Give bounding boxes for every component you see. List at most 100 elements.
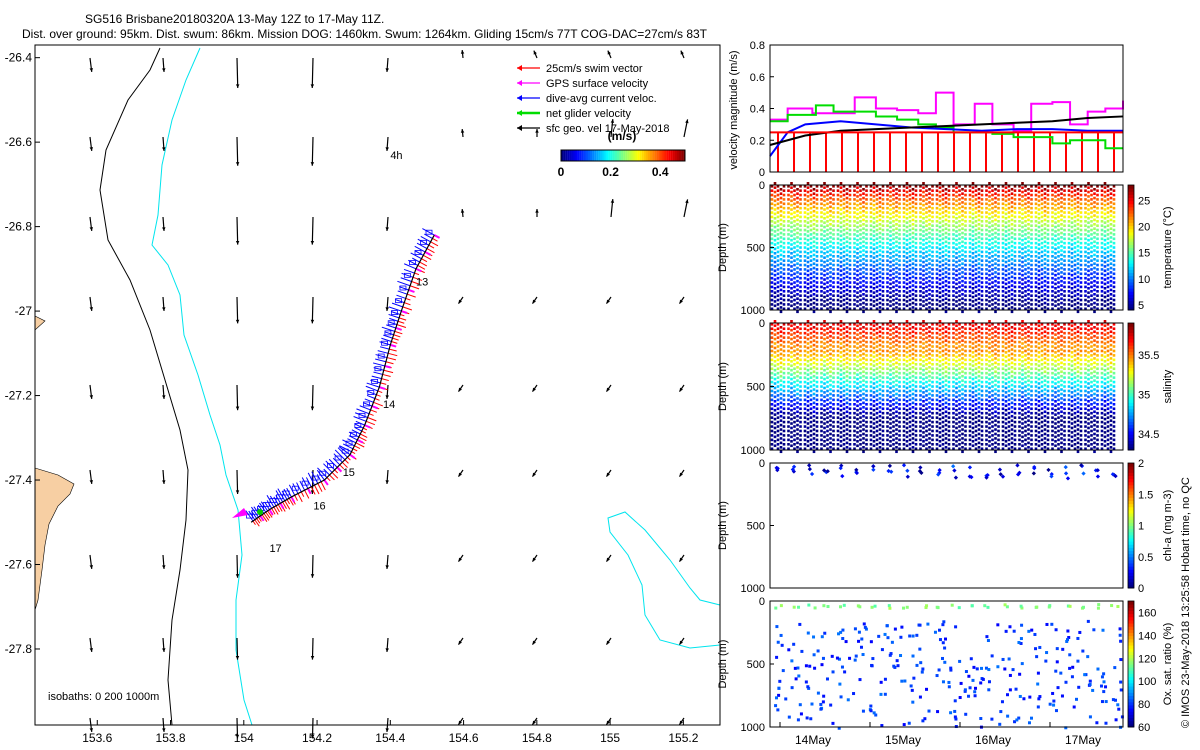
section-sample xyxy=(1096,202,1099,206)
section-sample xyxy=(935,307,939,311)
section-sample xyxy=(925,263,928,267)
section-colorbar-cell xyxy=(1128,260,1134,264)
section-sample xyxy=(832,434,835,437)
section-sample xyxy=(872,320,876,323)
section-sample xyxy=(803,354,807,357)
section-sample xyxy=(889,212,892,216)
section-sample xyxy=(1054,256,1057,259)
section-sample xyxy=(856,278,859,281)
section-sample xyxy=(839,278,843,281)
section-sample xyxy=(1079,303,1083,306)
section-sample xyxy=(980,307,984,311)
section-sample xyxy=(787,193,790,197)
current-marker xyxy=(301,480,309,486)
section-sample xyxy=(1043,293,1047,296)
section-sample xyxy=(898,425,901,428)
section-sample xyxy=(832,281,835,284)
section-sample xyxy=(836,307,840,311)
section-sample xyxy=(985,281,988,284)
section-sample xyxy=(787,331,790,335)
section-sample xyxy=(836,363,840,366)
swim-vector xyxy=(411,281,420,285)
section-sample xyxy=(908,367,912,371)
section-sample xyxy=(905,199,909,203)
section-sample xyxy=(1063,250,1066,254)
section-sample xyxy=(892,336,895,339)
section-sample xyxy=(859,323,862,326)
section-sample xyxy=(865,189,868,192)
section-sample xyxy=(958,237,961,241)
section-sample xyxy=(914,429,918,433)
section-sample xyxy=(832,202,835,206)
section-sample xyxy=(1037,208,1041,211)
section-sample xyxy=(878,284,882,287)
section-sample xyxy=(1103,269,1107,273)
velocity-vector-head xyxy=(89,395,94,399)
section-sample xyxy=(1076,288,1080,292)
section-sample xyxy=(952,228,955,232)
section-sample xyxy=(980,303,984,306)
section-sample xyxy=(1073,290,1077,293)
section-sample xyxy=(826,420,829,424)
section-sample xyxy=(779,432,783,436)
section-sample xyxy=(839,337,843,341)
section-sample xyxy=(862,379,865,382)
section-sample xyxy=(1030,189,1033,192)
section-sample xyxy=(958,263,961,267)
velocity-y-tick-label: 0 xyxy=(759,167,765,179)
section-sample xyxy=(898,416,901,419)
section-sample xyxy=(968,202,972,206)
current-vector xyxy=(377,350,389,354)
current-vector xyxy=(370,379,381,384)
section-sample xyxy=(911,244,915,248)
section-sample xyxy=(886,358,889,362)
section-sample xyxy=(898,259,901,262)
section-sample xyxy=(1051,193,1054,197)
section-sample xyxy=(961,201,964,204)
section-sample xyxy=(919,272,922,276)
section-sample xyxy=(812,392,816,396)
section-sample xyxy=(988,238,991,242)
section-sample xyxy=(886,407,889,411)
section-sample xyxy=(823,217,826,220)
section-sample xyxy=(1027,288,1030,292)
section-sample xyxy=(971,273,975,277)
gps-velocity xyxy=(268,509,274,516)
section-sample xyxy=(856,404,859,408)
section-sample xyxy=(911,188,915,191)
section-sample xyxy=(1046,303,1050,306)
section-sample xyxy=(790,186,793,189)
section-sample xyxy=(964,294,967,297)
section-sample xyxy=(892,303,895,306)
section-sample xyxy=(974,303,978,306)
section-sample xyxy=(776,407,780,411)
section-sample xyxy=(878,297,882,300)
section-sample xyxy=(988,300,991,303)
section-sample xyxy=(1007,220,1011,223)
section-sample xyxy=(925,198,928,201)
section-sample xyxy=(895,293,898,296)
section-sample xyxy=(862,227,865,230)
velocity-vector-head xyxy=(235,84,240,88)
section-sample xyxy=(856,208,859,211)
section-sample xyxy=(872,395,876,399)
section-sample xyxy=(938,225,942,229)
section-sample xyxy=(878,288,882,292)
velocity-vector-head xyxy=(610,119,615,123)
section-sample xyxy=(997,285,1000,289)
section-sample xyxy=(898,206,901,210)
section-sample xyxy=(964,198,967,201)
section-sample xyxy=(961,209,964,213)
section-sample xyxy=(776,241,780,245)
section-sample xyxy=(878,236,882,239)
section-colorbar-cell xyxy=(1128,213,1134,217)
section-sample xyxy=(1040,198,1044,201)
current-vector xyxy=(373,367,384,371)
section-sample xyxy=(872,391,876,394)
section-sample xyxy=(1106,298,1110,302)
section-sample xyxy=(865,398,868,402)
section-sample xyxy=(812,370,816,374)
section-sample xyxy=(881,345,885,348)
section-sample xyxy=(1073,198,1077,201)
section-sample xyxy=(1024,263,1027,267)
